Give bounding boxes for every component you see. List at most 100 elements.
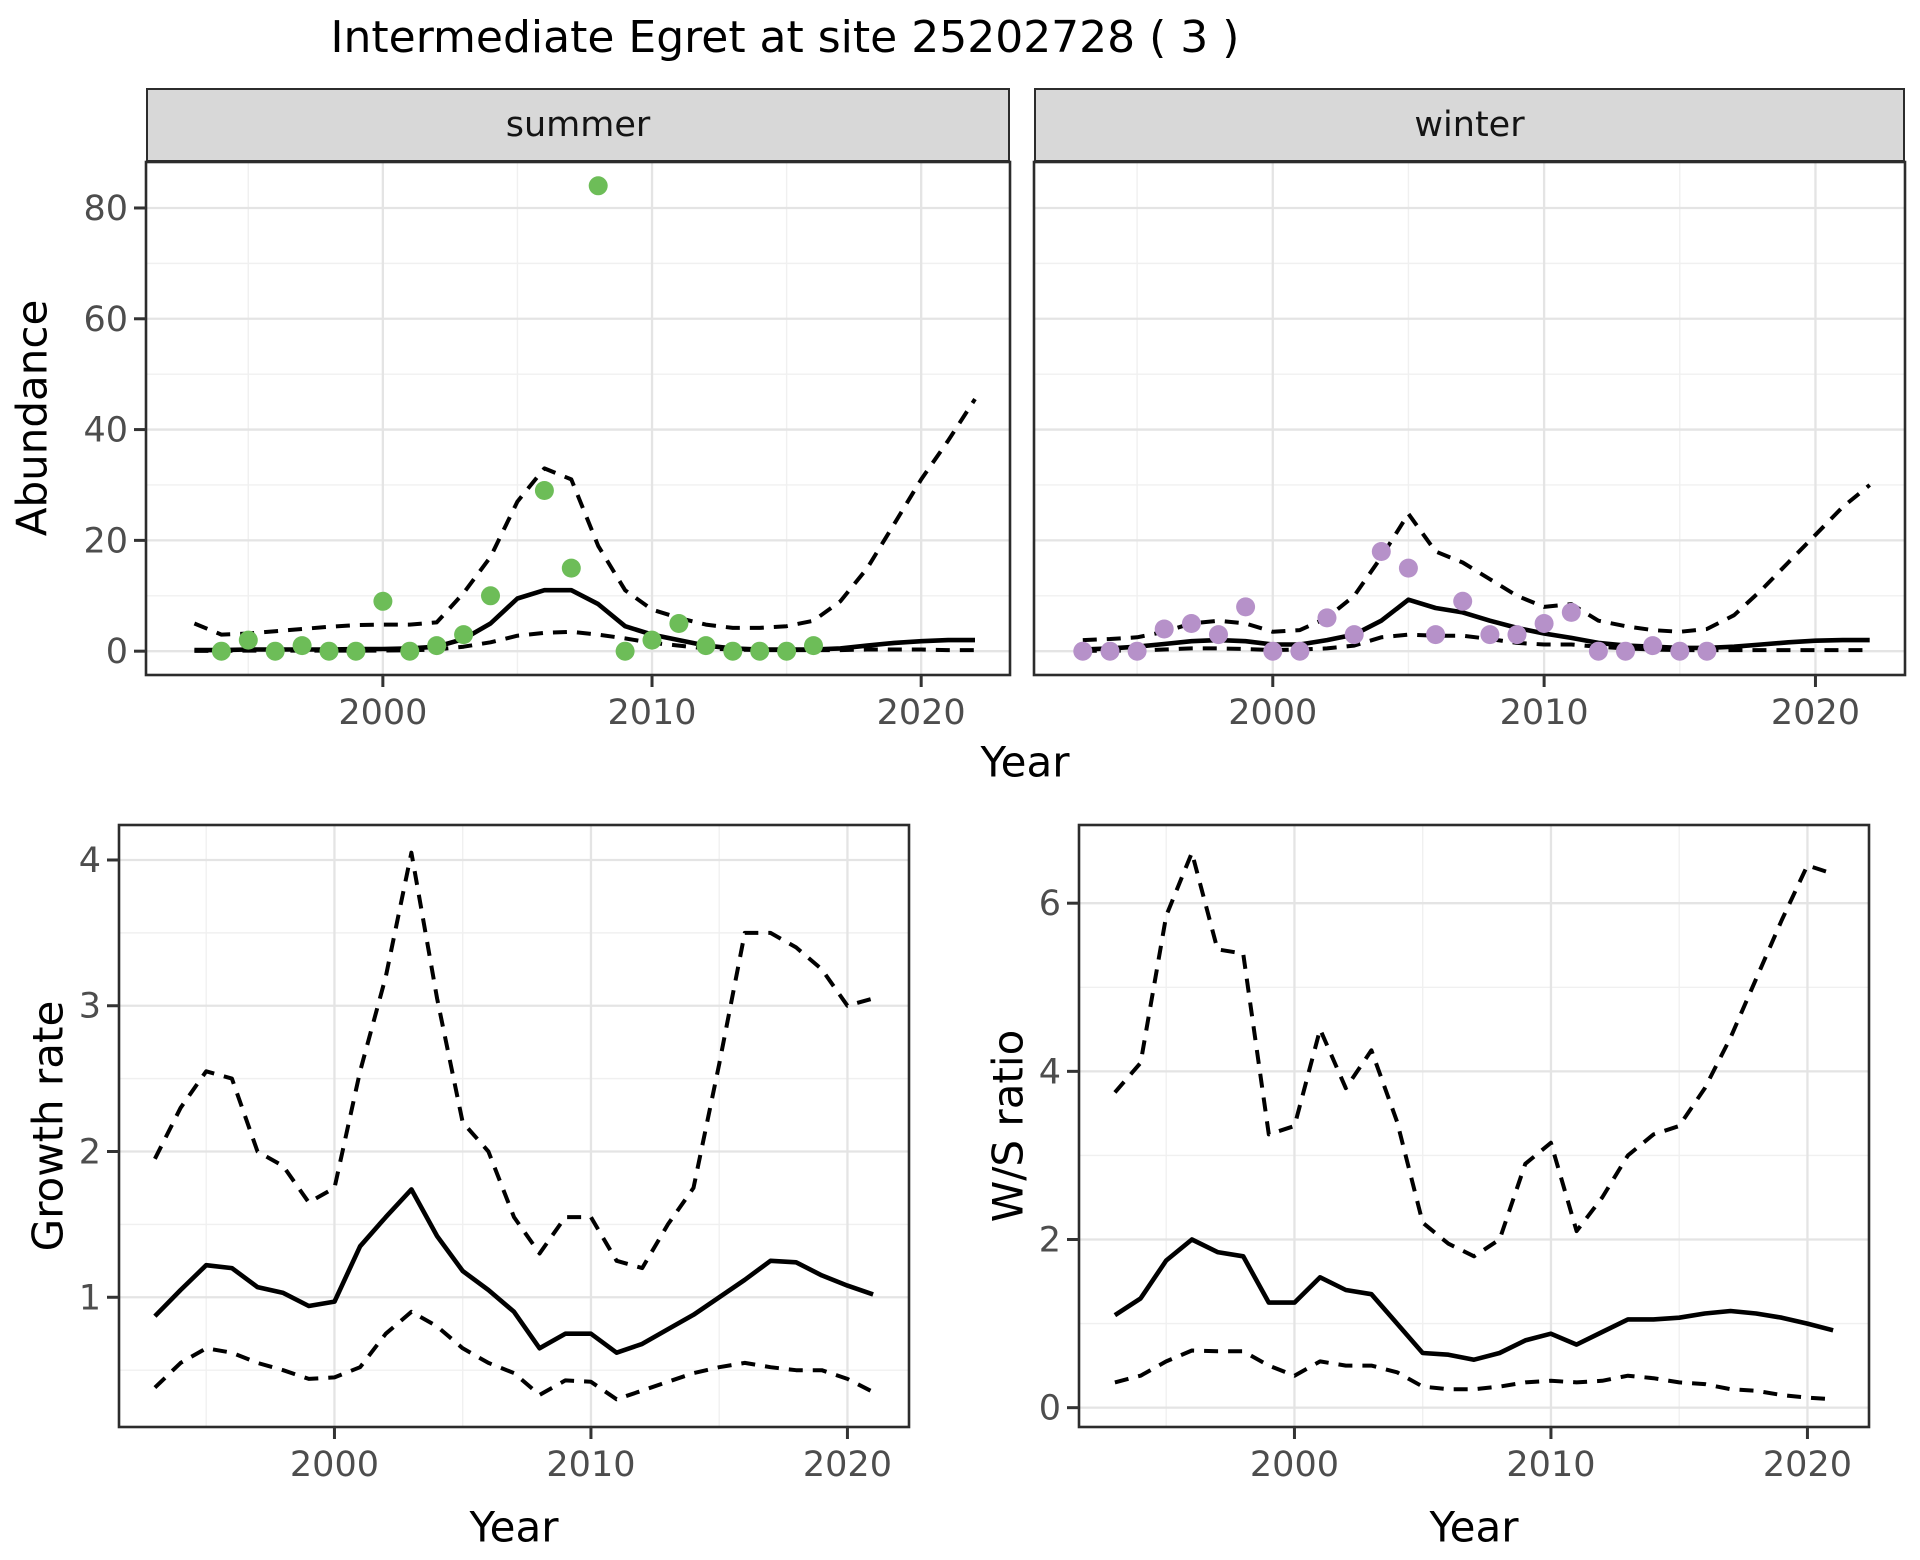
y-tick-label: 80 bbox=[83, 189, 128, 229]
abundance-summer-data-point bbox=[534, 481, 554, 500]
y-axis-title-ws-ratio: W/S ratio bbox=[983, 1029, 1033, 1223]
abundance-winter-data-point bbox=[1344, 625, 1364, 645]
abundance-summer-data-point bbox=[319, 641, 339, 661]
ws-ratio-panel: 2000 2010 2020 0 2 4 6 bbox=[1039, 823, 1871, 1485]
abundance-winter-data-point bbox=[1507, 625, 1527, 645]
abundance-winter-data-point bbox=[1263, 641, 1283, 661]
abundance-summer-upper-ci-line bbox=[193, 398, 977, 637]
x-tick-label: 2020 bbox=[1771, 693, 1860, 733]
abundance-summer-data-point bbox=[777, 641, 797, 661]
abundance-winter-data-point bbox=[1290, 641, 1310, 661]
abundance-winter-data-point bbox=[1236, 597, 1256, 617]
abundance-winter-data-point bbox=[1371, 542, 1391, 561]
facet-strip-summer-label: summer bbox=[505, 105, 651, 145]
y-tick-label: 6 bbox=[1039, 884, 1061, 924]
growth-rate-panel: 2000 2010 2020 1 2 3 4 bbox=[79, 823, 911, 1485]
panel-border bbox=[1077, 823, 1871, 1429]
panel-background bbox=[119, 825, 909, 1427]
growth-rate-lower-ci-line bbox=[153, 1309, 875, 1402]
abundance-summer-data-point bbox=[265, 641, 285, 661]
y-tick-label: 2 bbox=[79, 1133, 101, 1173]
x-tick-label: 2000 bbox=[290, 1445, 379, 1485]
abundance-summer-data-point bbox=[588, 176, 608, 196]
abundance-summer-data-point bbox=[400, 641, 420, 661]
abundance-summer-panel: 2000 2010 2020 0 20 40 60 80 bbox=[83, 160, 1012, 733]
abundance-summer-data-point bbox=[292, 636, 312, 656]
abundance-summer-data-point bbox=[750, 641, 770, 661]
abundance-winter-data-point bbox=[1616, 641, 1635, 661]
panel-border bbox=[1032, 160, 1907, 677]
abundance-summer-data-point bbox=[346, 641, 366, 661]
abundance-winter-data-point bbox=[1398, 558, 1418, 578]
abundance-summer-data-point bbox=[373, 591, 393, 611]
x-tick-label: 2020 bbox=[803, 1445, 892, 1485]
y-tick-label: 2 bbox=[1039, 1221, 1061, 1261]
x-tick-label: 2010 bbox=[1500, 693, 1589, 733]
panel-border bbox=[144, 160, 1012, 677]
plot-title: Intermediate Egret at site 25202728 ( 3 … bbox=[330, 12, 1240, 63]
abundance-summer-data-point bbox=[211, 641, 231, 661]
x-tick-label: 2010 bbox=[546, 1445, 635, 1485]
abundance-winter-data-point bbox=[1561, 602, 1581, 622]
abundance-summer-data-point bbox=[454, 625, 474, 645]
abundance-summer-data-point bbox=[642, 630, 662, 650]
growth-rate-median-line bbox=[153, 1187, 874, 1355]
x-tick-label: 2020 bbox=[1763, 1445, 1852, 1485]
abundance-summer-data-point bbox=[669, 614, 689, 633]
facet-strip-winter: winter bbox=[1034, 88, 1905, 162]
y-tick-label: 0 bbox=[106, 632, 128, 672]
panel-background bbox=[1034, 162, 1905, 675]
facet-strip-summer: summer bbox=[146, 88, 1010, 162]
x-tick-label: 2010 bbox=[607, 693, 696, 733]
ws-ratio-lower-ci-line bbox=[1114, 1348, 1834, 1402]
abundance-winter-data-point bbox=[1588, 641, 1608, 661]
abundance-summer-data-point bbox=[696, 636, 716, 656]
abundance-winter-data-point bbox=[1534, 614, 1554, 633]
facet-strip-winter-label: winter bbox=[1414, 105, 1525, 145]
y-tick-label: 60 bbox=[83, 300, 128, 340]
abundance-winter-data-point bbox=[1154, 619, 1174, 639]
abundance-winter-upper-ci-line bbox=[1082, 483, 1871, 643]
abundance-winter-data-point bbox=[1426, 625, 1446, 645]
abundance-summer-data-point bbox=[804, 636, 823, 656]
abundance-winter-data-point bbox=[1453, 591, 1473, 611]
abundance-winter-data-point bbox=[1480, 625, 1500, 645]
y-axis-title-growth-rate: Growth rate bbox=[23, 1000, 73, 1252]
abundance-winter-data-point bbox=[1127, 641, 1147, 661]
panel-background bbox=[1079, 825, 1869, 1427]
ws-ratio-median-line bbox=[1113, 1237, 1834, 1362]
abundance-winter-lower-ci-line bbox=[1082, 632, 1870, 653]
abundance-summer-data-point bbox=[615, 641, 635, 661]
y-tick-label: 40 bbox=[83, 411, 128, 451]
abundance-winter-data-point bbox=[1643, 636, 1663, 656]
abundance-winter-data-point bbox=[1670, 641, 1690, 661]
x-tick-label: 2010 bbox=[1506, 1445, 1595, 1485]
y-axis-title-abundance: Abundance bbox=[7, 299, 57, 537]
abundance-winter-data-point bbox=[1209, 625, 1228, 645]
panel-background bbox=[146, 162, 1010, 675]
y-tick-label: 1 bbox=[79, 1278, 101, 1318]
x-axis-title-year-top: Year bbox=[980, 737, 1070, 787]
x-tick-label: 2020 bbox=[877, 693, 966, 733]
abundance-winter-panel: 2000 2010 2020 bbox=[1032, 160, 1907, 733]
x-tick-label: 2000 bbox=[1250, 1445, 1339, 1485]
abundance-winter-data-point bbox=[1317, 608, 1337, 628]
ws-ratio-upper-ci-line bbox=[1113, 850, 1834, 1259]
x-tick-label: 2000 bbox=[338, 693, 427, 733]
abundance-summer-data-point bbox=[481, 586, 500, 606]
y-tick-label: 4 bbox=[1039, 1052, 1061, 1092]
abundance-winter-data-point bbox=[1181, 614, 1201, 633]
abundance-summer-data-point bbox=[427, 636, 447, 656]
x-axis-title-year-bottom-left: Year bbox=[469, 1502, 559, 1552]
abundance-summer-data-point bbox=[723, 641, 743, 661]
abundance-winter-data-point bbox=[1073, 641, 1093, 661]
abundance-summer-data-point bbox=[238, 630, 258, 650]
y-tick-label: 4 bbox=[79, 841, 101, 881]
x-axis-title-year-bottom-right: Year bbox=[1429, 1502, 1519, 1552]
abundance-winter-data-point bbox=[1697, 641, 1717, 661]
y-tick-label: 20 bbox=[83, 521, 128, 561]
y-tick-label: 0 bbox=[1039, 1389, 1061, 1429]
panel-border bbox=[117, 823, 911, 1429]
y-tick-label: 3 bbox=[79, 987, 101, 1027]
